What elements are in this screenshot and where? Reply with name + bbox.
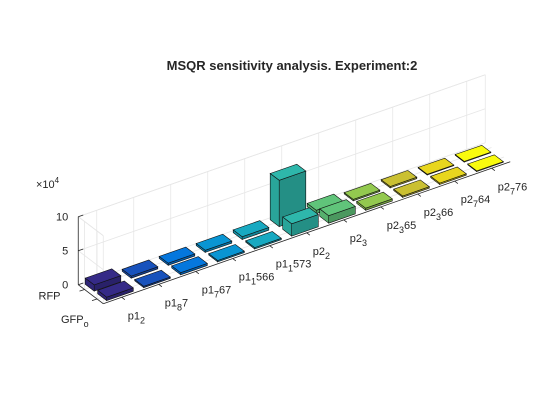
y-tick-label: GFPo [61, 314, 89, 329]
x-tick-label: p22 [313, 246, 330, 261]
axes [77, 161, 511, 305]
bar [467, 154, 504, 173]
x-tick-mark [343, 219, 348, 223]
x-tick-mark [269, 245, 274, 249]
x-tick-mark [195, 271, 200, 275]
x-tick-mark [417, 193, 422, 197]
bar-top-face [84, 268, 122, 286]
bar-top-face [97, 280, 134, 298]
x-tick-mark [380, 206, 385, 210]
grid-line-z [78, 250, 104, 271]
bar-top-face [245, 231, 282, 248]
z-tick-label: 5 [62, 246, 68, 258]
y-tick-mark [79, 289, 85, 292]
bar [134, 269, 171, 289]
bar [282, 207, 319, 237]
bar [208, 244, 245, 263]
bar-top-face [158, 246, 196, 264]
x-tick-label: p187 [165, 297, 188, 312]
x-tick-mark [158, 284, 163, 288]
bar [319, 199, 356, 224]
bar [171, 256, 208, 276]
bars [84, 144, 504, 302]
bar-top-face [343, 182, 381, 200]
bar [454, 144, 492, 163]
bar-side-face [269, 172, 280, 228]
y-tick-label: RFP [39, 290, 61, 302]
bar-top-face [393, 179, 430, 197]
z-tick-mark [78, 248, 84, 252]
box-edge [78, 216, 104, 237]
x-tick-mark [121, 296, 126, 300]
bar [84, 268, 122, 292]
bar-top-face [282, 207, 319, 225]
bar [245, 231, 282, 250]
bar-top-face [121, 259, 159, 277]
x-tick-label: p2365 [387, 220, 417, 235]
z-tick-mark [78, 282, 84, 286]
bar-top-face [454, 144, 492, 162]
bar-top-face [380, 170, 418, 187]
bar-top-face [356, 191, 393, 209]
bar [380, 170, 418, 189]
bar-top-face [195, 233, 233, 251]
bar [417, 157, 455, 176]
x-tick-label: p23 [350, 233, 367, 248]
x-tick-mark [454, 180, 459, 184]
bar-top-face [269, 163, 307, 181]
x-tick-mark [491, 167, 496, 171]
bar [232, 220, 270, 241]
x-tick-mark [232, 258, 237, 262]
bar [97, 280, 134, 302]
bar [158, 246, 196, 266]
bar-top-face [232, 220, 270, 238]
bar [356, 191, 393, 211]
x-tick-mark [306, 232, 311, 236]
bar [195, 233, 233, 254]
bar [343, 182, 381, 202]
bar-top-face [319, 199, 356, 217]
x-tick-label: p2366 [424, 207, 454, 222]
x-tick-label: p2764 [461, 194, 491, 209]
bar-top-face [208, 244, 245, 261]
z-tick-label: 0 [62, 280, 68, 292]
bar-top-face [417, 157, 455, 175]
bar [430, 166, 467, 186]
bar-top-face [134, 269, 171, 287]
bar [393, 179, 430, 199]
y-axis-line [78, 284, 104, 305]
chart-title: MSQR sensitivity analysis. Experiment:2 [167, 58, 418, 73]
z-exponent-label: ×104 [36, 176, 60, 191]
bar-top-face [171, 256, 208, 274]
bar [121, 259, 159, 279]
x-tick-label: p2776 [498, 181, 528, 196]
bar [269, 163, 307, 228]
z-tick-label: 10 [56, 212, 68, 224]
bar-top-face [467, 154, 504, 172]
y-tick-mark [91, 298, 98, 302]
box-edge [78, 74, 486, 218]
x-tick-label: p12 [128, 310, 145, 325]
z-tick-mark [78, 214, 84, 218]
x-tick-label: p11573 [276, 259, 312, 274]
x-tick-label: p1767 [202, 284, 232, 299]
x-tick-label: p11566 [239, 272, 275, 287]
bar-top-face [430, 166, 467, 184]
